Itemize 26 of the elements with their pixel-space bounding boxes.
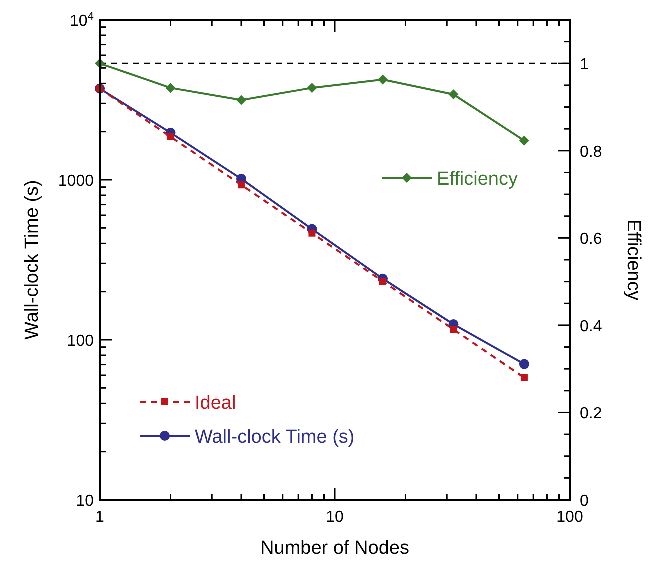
- point: [450, 326, 458, 334]
- y2-tick-label: 1: [580, 56, 589, 74]
- y2-tick-label: 0.2: [580, 406, 602, 423]
- y-tick-label: 10$^{4}$: [70, 11, 94, 30]
- legend-label: Efficiency: [437, 169, 518, 190]
- x-tick-label: 100: [556, 509, 584, 526]
- y-tick-label: 1000: [58, 173, 94, 190]
- y-tick-label: 10: [76, 493, 94, 510]
- x-tick-label: 1: [96, 509, 105, 526]
- point: [379, 278, 386, 286]
- legend-label: Ideal: [195, 393, 236, 414]
- point: [167, 133, 174, 140]
- y2-tick-label: 0: [580, 493, 589, 510]
- y2-tick-label: 0.4: [580, 318, 602, 336]
- y-tick-label: 100: [67, 333, 94, 350]
- y2-tick-label: 0.8: [580, 144, 602, 161]
- point: [520, 374, 528, 382]
- point: [238, 182, 245, 189]
- point: [308, 230, 316, 237]
- legend-label: Wall-clock Time (s): [195, 427, 355, 448]
- y-axis-title: Wall-clock Time (s): [22, 180, 43, 340]
- y2-axis-title: Efficiency: [623, 220, 644, 301]
- x-tick-label: 10: [326, 509, 344, 526]
- point: [519, 359, 530, 370]
- y2-tick-label: 0.6: [580, 231, 602, 248]
- x-axis-title: Number of Nodes: [260, 538, 410, 559]
